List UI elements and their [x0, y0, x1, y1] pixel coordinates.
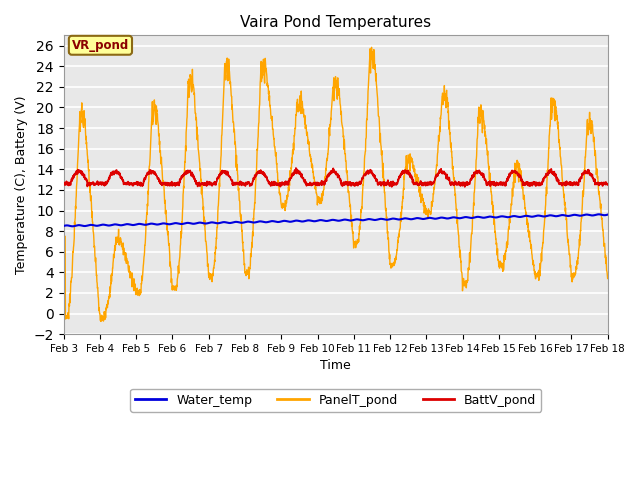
Title: Vaira Pond Temperatures: Vaira Pond Temperatures	[240, 15, 431, 30]
Y-axis label: Temperature (C), Battery (V): Temperature (C), Battery (V)	[15, 96, 28, 274]
X-axis label: Time: Time	[320, 360, 351, 372]
Legend: Water_temp, PanelT_pond, BattV_pond: Water_temp, PanelT_pond, BattV_pond	[130, 389, 541, 411]
Text: VR_pond: VR_pond	[72, 39, 129, 52]
